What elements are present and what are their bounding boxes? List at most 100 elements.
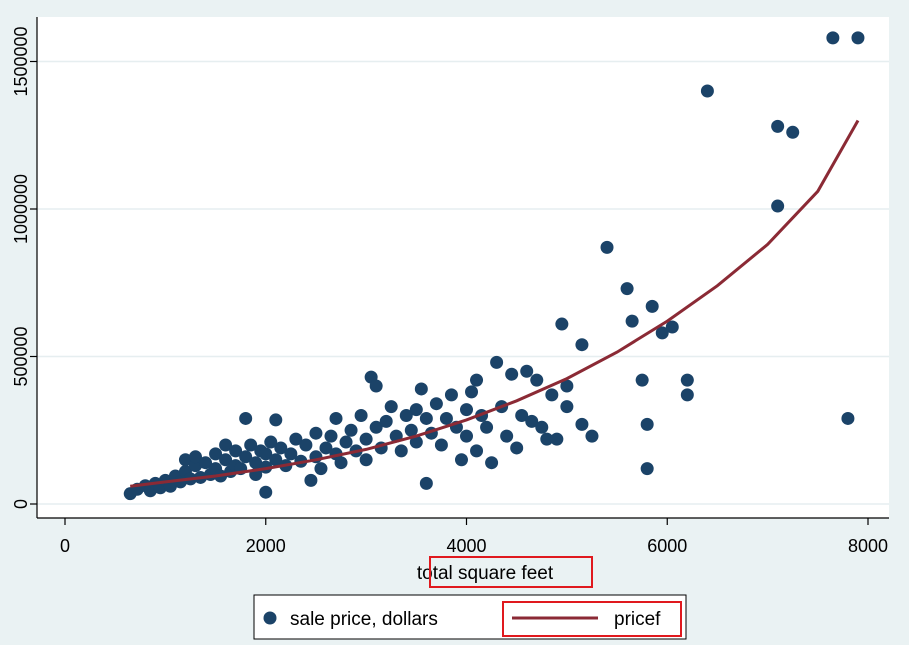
data-point [314, 462, 328, 476]
data-point [665, 320, 679, 334]
data-point [786, 125, 800, 139]
data-point [490, 355, 504, 369]
data-point [369, 379, 383, 393]
legend: sale price, dollars pricef [253, 594, 687, 640]
data-point [289, 432, 303, 446]
data-point [530, 373, 544, 387]
data-point [219, 453, 233, 467]
data-point [560, 379, 574, 393]
data-point [344, 423, 358, 437]
data-point [505, 367, 519, 381]
data-point [444, 388, 458, 402]
data-point [264, 435, 278, 449]
data-point [680, 373, 694, 387]
data-point [419, 476, 433, 490]
data-point [249, 456, 263, 470]
data-point [485, 456, 499, 470]
data-point [309, 426, 323, 440]
data-point [575, 338, 589, 352]
grid-lines [37, 60, 889, 505]
x-tick-label: 8000 [848, 536, 888, 556]
data-point [439, 411, 453, 425]
data-point [535, 420, 549, 434]
data-point [219, 438, 233, 452]
data-point [500, 429, 514, 443]
plot-area [37, 17, 889, 518]
data-point [841, 411, 855, 425]
data-point [259, 485, 273, 499]
data-point [545, 388, 559, 402]
data-point [625, 314, 639, 328]
data-point [274, 441, 288, 455]
data-point [319, 441, 333, 455]
data-point [520, 364, 534, 378]
data-point [239, 450, 253, 464]
x-tick-label: 4000 [446, 536, 486, 556]
x-tick-label: 2000 [246, 536, 286, 556]
x-tick-label: 6000 [647, 536, 687, 556]
x-axis-title: total square feet [417, 563, 554, 584]
x-axis: 0 2000 4000 6000 8000 [37, 517, 889, 556]
data-point [655, 326, 669, 340]
data-point [480, 420, 494, 434]
data-point [359, 432, 373, 446]
data-point [771, 199, 785, 213]
data-point [515, 409, 529, 422]
highlight-box-square-feet [429, 556, 593, 588]
data-point [354, 409, 368, 422]
data-point [304, 473, 318, 487]
data-point [771, 119, 785, 133]
data-point [620, 282, 634, 296]
data-point [269, 413, 283, 427]
data-point [575, 417, 589, 431]
data-point [826, 31, 840, 45]
data-point [259, 447, 273, 461]
scatter-series [123, 31, 865, 501]
data-point [369, 420, 383, 434]
x-tick-label: 0 [60, 536, 70, 556]
legend-label-points: sale price, dollars [290, 609, 438, 630]
data-point [409, 403, 423, 417]
data-point [550, 432, 564, 446]
data-point [460, 403, 473, 417]
data-point [470, 373, 484, 387]
legend-label-line: pricef [614, 609, 661, 630]
data-point [199, 456, 213, 470]
data-point [409, 435, 423, 449]
y-tick-label: 0 [11, 499, 31, 509]
data-point [244, 438, 258, 452]
data-point [560, 400, 574, 414]
data-point [525, 414, 539, 428]
data-point [640, 462, 654, 476]
data-point [269, 453, 283, 467]
data-point [394, 444, 408, 458]
data-point [465, 385, 479, 399]
y-tick-label: 500000 [11, 326, 31, 386]
data-point [700, 84, 714, 98]
legend-marker-points [263, 611, 277, 625]
data-point [229, 444, 243, 458]
data-point [429, 397, 443, 411]
data-point [851, 31, 865, 45]
fit-line [130, 119, 860, 488]
data-point [379, 414, 393, 428]
data-point [470, 444, 484, 458]
highlight-box-pricef [502, 601, 682, 637]
data-point [434, 438, 448, 452]
y-axis: 0 500000 1000000 1500000 [11, 17, 38, 518]
data-point [299, 438, 313, 452]
data-point [339, 435, 353, 449]
data-point [600, 240, 614, 254]
data-point [359, 453, 373, 467]
data-point [555, 317, 569, 331]
data-point [540, 432, 554, 446]
data-point [460, 429, 473, 443]
data-point [324, 429, 338, 443]
data-point [454, 453, 468, 467]
data-point [645, 299, 659, 313]
data-point [284, 447, 298, 461]
y-tick-label: 1500000 [11, 26, 31, 96]
data-point [384, 400, 398, 414]
y-tick-label: 1000000 [11, 174, 31, 244]
